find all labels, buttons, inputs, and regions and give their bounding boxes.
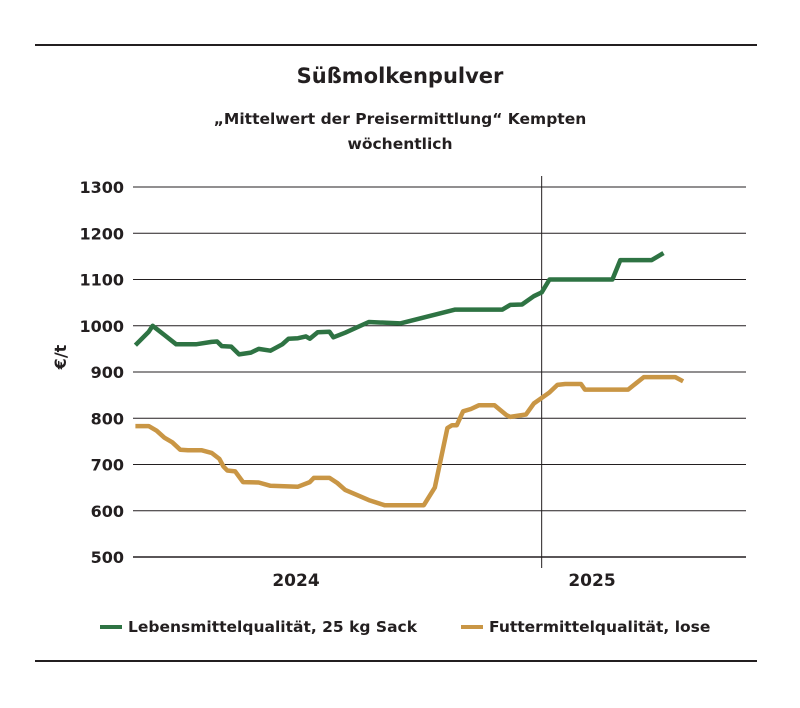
- y-axis-label: €/t: [51, 344, 70, 370]
- chart-subtitle-frequency: wöchentlich: [347, 135, 453, 153]
- chart-subtitle: „Mittelwert der Preisermittlung“ Kempten: [213, 110, 587, 128]
- legend-item-feed-quality: Futtermittelqualität, lose: [461, 618, 710, 636]
- y-tick-label-1100: 1100: [79, 271, 124, 290]
- y-tick-label-700: 700: [91, 456, 124, 475]
- series-lines: [133, 251, 685, 508]
- y-tick-labels: 500 600 700 800 900 1000 1100 1200 1300: [79, 178, 124, 567]
- x-tick-label-2025: 2025: [568, 571, 615, 591]
- y-tick-label-1200: 1200: [79, 224, 124, 243]
- top-rule: [35, 44, 757, 46]
- x-tick-label-2024: 2024: [272, 571, 319, 591]
- y-tick-label-500: 500: [91, 548, 124, 567]
- y-tick-label-800: 800: [91, 409, 124, 428]
- y-tick-label-900: 900: [91, 363, 124, 382]
- series-line-food-quality: [133, 251, 665, 357]
- legend-item-food-quality: Lebensmittelqualität, 25 kg Sack: [100, 618, 417, 636]
- bottom-rule: [35, 660, 757, 662]
- chart-title: Süßmolkenpulver: [296, 64, 504, 88]
- legend-swatch-food-quality: [100, 625, 122, 629]
- legend: Lebensmittelqualität, 25 kg Sack Futterm…: [0, 618, 800, 640]
- series-line-feed-quality: [135, 374, 685, 508]
- gridlines: [133, 176, 746, 568]
- legend-swatch-feed-quality: [461, 625, 483, 629]
- y-tick-label-1300: 1300: [79, 178, 124, 197]
- legend-label-food-quality: Lebensmittelqualität, 25 kg Sack: [128, 618, 418, 636]
- y-tick-label-1000: 1000: [79, 317, 124, 336]
- legend-label-feed-quality: Futtermittelqualität, lose: [489, 618, 711, 636]
- y-tick-label-600: 600: [91, 502, 124, 521]
